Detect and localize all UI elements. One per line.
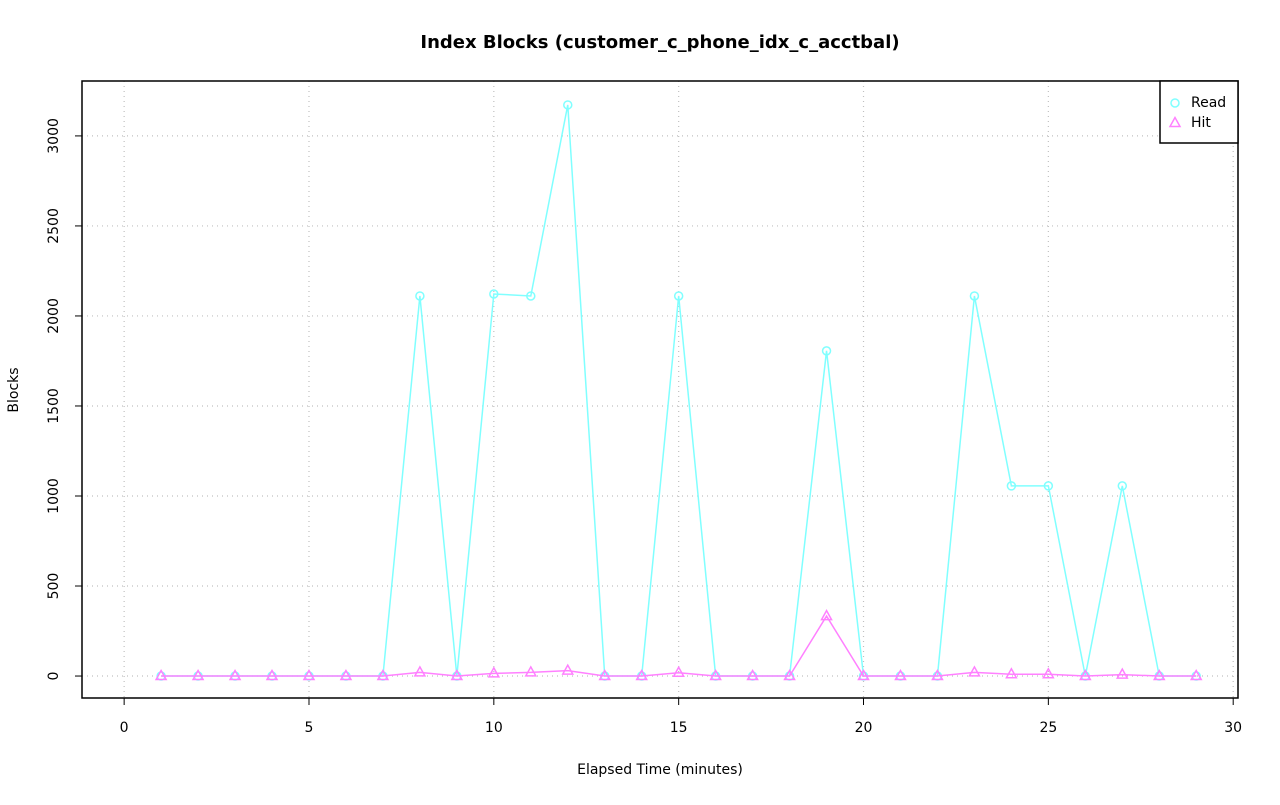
plot-frame xyxy=(81,80,1239,699)
data-point xyxy=(673,291,684,301)
data-point xyxy=(524,665,538,677)
y-tick-label: 0 xyxy=(46,672,62,681)
data-point xyxy=(1079,668,1092,681)
data-point xyxy=(672,665,685,678)
y-tick-label: 1000 xyxy=(46,478,62,514)
data-point xyxy=(302,668,316,681)
data-point xyxy=(1116,667,1129,679)
y-tick-label: 2000 xyxy=(46,298,62,334)
data-point xyxy=(598,668,612,681)
data-point xyxy=(265,668,279,681)
x-tick-label: 25 xyxy=(1039,720,1057,736)
data-point xyxy=(526,291,536,301)
data-point xyxy=(1006,481,1017,491)
x-tick-label: 15 xyxy=(670,720,688,736)
data-point xyxy=(1189,668,1203,681)
y-tick-label: 3000 xyxy=(46,118,62,154)
x-axis-label: Elapsed Time (minutes) xyxy=(577,762,743,778)
legend-marker xyxy=(1170,98,1180,108)
data-point xyxy=(709,668,722,681)
legend-box xyxy=(1159,80,1239,144)
data-point xyxy=(415,291,425,301)
series-line xyxy=(161,614,1197,677)
y-tick-label: 2500 xyxy=(46,208,62,244)
data-point xyxy=(635,668,648,681)
data-point xyxy=(857,668,870,681)
data-point xyxy=(339,668,353,681)
x-tick-label: 20 xyxy=(855,720,873,736)
y-tick-label: 1500 xyxy=(46,388,62,424)
data-point xyxy=(931,668,944,681)
data-point xyxy=(413,665,427,677)
data-point xyxy=(450,668,464,681)
data-point xyxy=(191,668,205,681)
legend-marker xyxy=(1168,115,1182,128)
x-tick-label: 0 xyxy=(120,720,129,736)
data-point xyxy=(487,666,501,678)
data-point xyxy=(968,665,981,677)
data-point xyxy=(1042,667,1055,679)
data-point xyxy=(1152,668,1166,681)
data-point xyxy=(783,668,796,681)
data-point xyxy=(376,668,390,681)
x-tick-label: 5 xyxy=(305,720,314,736)
data-point xyxy=(969,291,980,301)
data-point xyxy=(1043,481,1054,491)
data-point xyxy=(489,289,499,299)
legend-label: Hit xyxy=(1191,115,1211,131)
data-point xyxy=(894,668,907,681)
y-axis-label: Blocks xyxy=(6,367,22,412)
legend-label: Read xyxy=(1191,95,1226,111)
y-tick-label: 500 xyxy=(46,573,62,600)
data-point xyxy=(820,609,833,621)
data-point xyxy=(228,668,242,681)
x-tick-label: 10 xyxy=(485,720,503,736)
data-point xyxy=(821,346,832,356)
data-point xyxy=(1117,481,1128,491)
data-point xyxy=(1005,667,1018,679)
data-point xyxy=(561,663,575,675)
data-point xyxy=(746,668,759,681)
data-point xyxy=(563,100,573,110)
chart-title: Index Blocks (customer_c_phone_idx_c_acc… xyxy=(420,32,899,53)
x-tick-label: 30 xyxy=(1224,720,1242,736)
data-point xyxy=(154,668,168,681)
